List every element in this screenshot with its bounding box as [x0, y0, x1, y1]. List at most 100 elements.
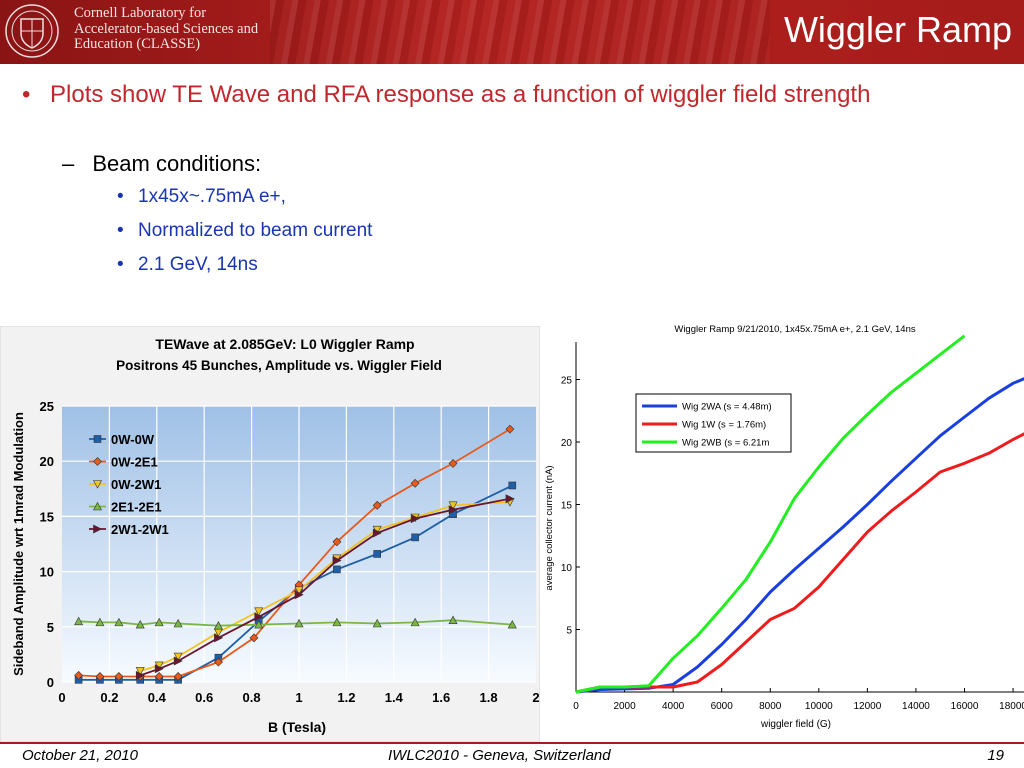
bullet-main-text: Plots show TE Wave and RFA response as a… — [50, 81, 871, 108]
data-point — [254, 619, 264, 629]
chart-title: TEWave at 2.085GeV: L0 Wiggler Ramp — [155, 336, 414, 352]
y-tick-label: 5 — [566, 626, 572, 637]
y-tick-label: 20 — [561, 438, 573, 449]
x-tick-label: 0.8 — [243, 690, 261, 705]
lab-name: Cornell Laboratory for Accelerator-based… — [74, 5, 259, 53]
data-point — [249, 633, 259, 643]
x-axis-label: wiggler field (G) — [760, 719, 831, 730]
data-point — [74, 670, 84, 680]
y-tick-label: 15 — [40, 509, 54, 524]
rfa-chart-svg: Wiggler Ramp 9/21/2010, 1x45x.75mA e+, 2… — [541, 316, 1024, 742]
legend-item: 2E1-2E1 — [89, 500, 162, 515]
y-tick-label: 0 — [47, 675, 54, 690]
data-point — [410, 478, 420, 488]
data-point — [173, 656, 183, 666]
x-tick-label: 18000 — [999, 701, 1024, 712]
legend-item: Wig 2WA (s = 4.48m) — [642, 402, 772, 413]
legend-item: Wig 1W (s = 1.76m) — [642, 420, 766, 431]
x-tick-label: 4000 — [662, 701, 685, 712]
x-tick-label: 0.6 — [195, 690, 213, 705]
y-tick-label: 5 — [47, 620, 54, 635]
x-tick-label: 14000 — [902, 701, 930, 712]
x-tick-label: 12000 — [853, 701, 881, 712]
series-line — [575, 334, 966, 694]
legend-item: Wig 2WB (s = 6.21m — [642, 438, 769, 449]
legend-item: 0W-2E1 — [89, 455, 158, 470]
data-point — [410, 514, 420, 524]
x-tick-label: 1.8 — [480, 690, 498, 705]
slide-header: Cornell Laboratory for Accelerator-based… — [0, 0, 1024, 64]
legend-marker — [93, 457, 102, 466]
x-tick-label: 2000 — [613, 701, 636, 712]
data-point — [294, 590, 304, 600]
lab-name-line2: Accelerator-based Sciences and — [74, 20, 259, 37]
y-axis-label: average collector current (nA) — [544, 465, 555, 590]
legend-item: 0W-2W1 — [89, 477, 161, 492]
y-tick-label: 20 — [40, 454, 54, 469]
y-tick-label: 25 — [40, 399, 54, 414]
bullet-item-text: Normalized to beam current — [138, 220, 373, 241]
data-point — [448, 615, 458, 624]
data-point — [411, 533, 419, 542]
data-point — [254, 612, 264, 622]
y-axis-label: Sideband Amplitude wrt 1mrad Modulation — [11, 412, 26, 676]
bullet-dot-icon: • — [117, 254, 124, 275]
series-line — [575, 377, 1024, 694]
series-2e1-2e1 — [74, 615, 517, 630]
x-tick-label: 2 — [532, 690, 539, 705]
tewave-chart-svg: TEWave at 2.085GeV: L0 Wiggler Ramp Posi… — [0, 325, 541, 743]
header-accelerator-photo — [270, 0, 770, 64]
tewave-chart: TEWave at 2.085GeV: L0 Wiggler Ramp Posi… — [0, 325, 541, 743]
data-point — [294, 618, 304, 628]
x-tick-label: 0 — [573, 701, 579, 712]
x-tick-label: 1 — [295, 690, 302, 705]
data-point — [213, 657, 223, 667]
data-point — [508, 481, 517, 490]
data-point — [372, 528, 382, 538]
x-tick-label: 16000 — [951, 701, 979, 712]
chart-title: Wiggler Ramp 9/21/2010, 1x45x.75mA e+, 2… — [674, 324, 916, 335]
data-point — [154, 664, 164, 674]
legend-marker — [93, 435, 102, 443]
data-point — [114, 672, 124, 681]
x-tick-label: 0.2 — [100, 690, 118, 705]
data-point — [372, 618, 382, 628]
y-tick-label: 10 — [40, 565, 54, 580]
series-line — [78, 619, 513, 627]
data-point — [173, 618, 183, 628]
data-point — [213, 621, 223, 630]
data-point — [95, 672, 105, 681]
data-point — [154, 672, 164, 681]
legend-label: 2W1-2W1 — [111, 522, 169, 537]
data-point — [95, 617, 105, 627]
footer-venue: IWLC2010 - Geneva, Switzerland — [388, 747, 611, 764]
bullet-dot-icon: • — [117, 186, 124, 207]
legend-marker — [93, 524, 103, 534]
data-point — [332, 617, 342, 627]
y-tick-label: 25 — [561, 376, 573, 387]
data-point — [333, 565, 341, 574]
data-point — [135, 670, 145, 680]
data-point — [114, 617, 124, 627]
legend-label: 0W-2E1 — [111, 455, 158, 470]
data-point — [135, 667, 145, 676]
chart-subtitle: Positrons 45 Bunches, Amplitude vs. Wigg… — [116, 358, 442, 373]
bullet-sub-text: Beam conditions: — [92, 151, 262, 176]
legend-label: 0W-0W — [111, 432, 155, 447]
bullet-item-text: 1x45x~.75mA e+, — [138, 186, 286, 207]
x-tick-label: 8000 — [759, 701, 782, 712]
data-point — [505, 424, 515, 434]
data-point — [448, 505, 458, 515]
x-axis-label: B (Tesla) — [268, 719, 326, 735]
data-point — [448, 501, 458, 510]
legend-item: 0W-0W — [89, 432, 155, 447]
rfa-chart: Wiggler Ramp 9/21/2010, 1x45x.75mA e+, 2… — [541, 316, 1024, 742]
bullet-item-text: 2.1 GeV, 14ns — [138, 254, 258, 275]
footer-date: October 21, 2010 — [22, 747, 138, 764]
y-tick-label: 15 — [561, 501, 573, 512]
data-point — [448, 458, 458, 468]
slide-title: Wiggler Ramp — [783, 9, 1012, 50]
bullet-dot-icon: • — [117, 220, 124, 241]
lab-name-line1: Cornell Laboratory for — [74, 5, 207, 21]
data-point — [505, 494, 515, 504]
